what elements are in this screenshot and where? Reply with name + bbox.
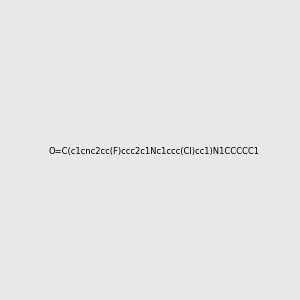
Text: O=C(c1cnc2cc(F)ccc2c1Nc1ccc(Cl)cc1)N1CCCCC1: O=C(c1cnc2cc(F)ccc2c1Nc1ccc(Cl)cc1)N1CCC…: [48, 147, 259, 156]
